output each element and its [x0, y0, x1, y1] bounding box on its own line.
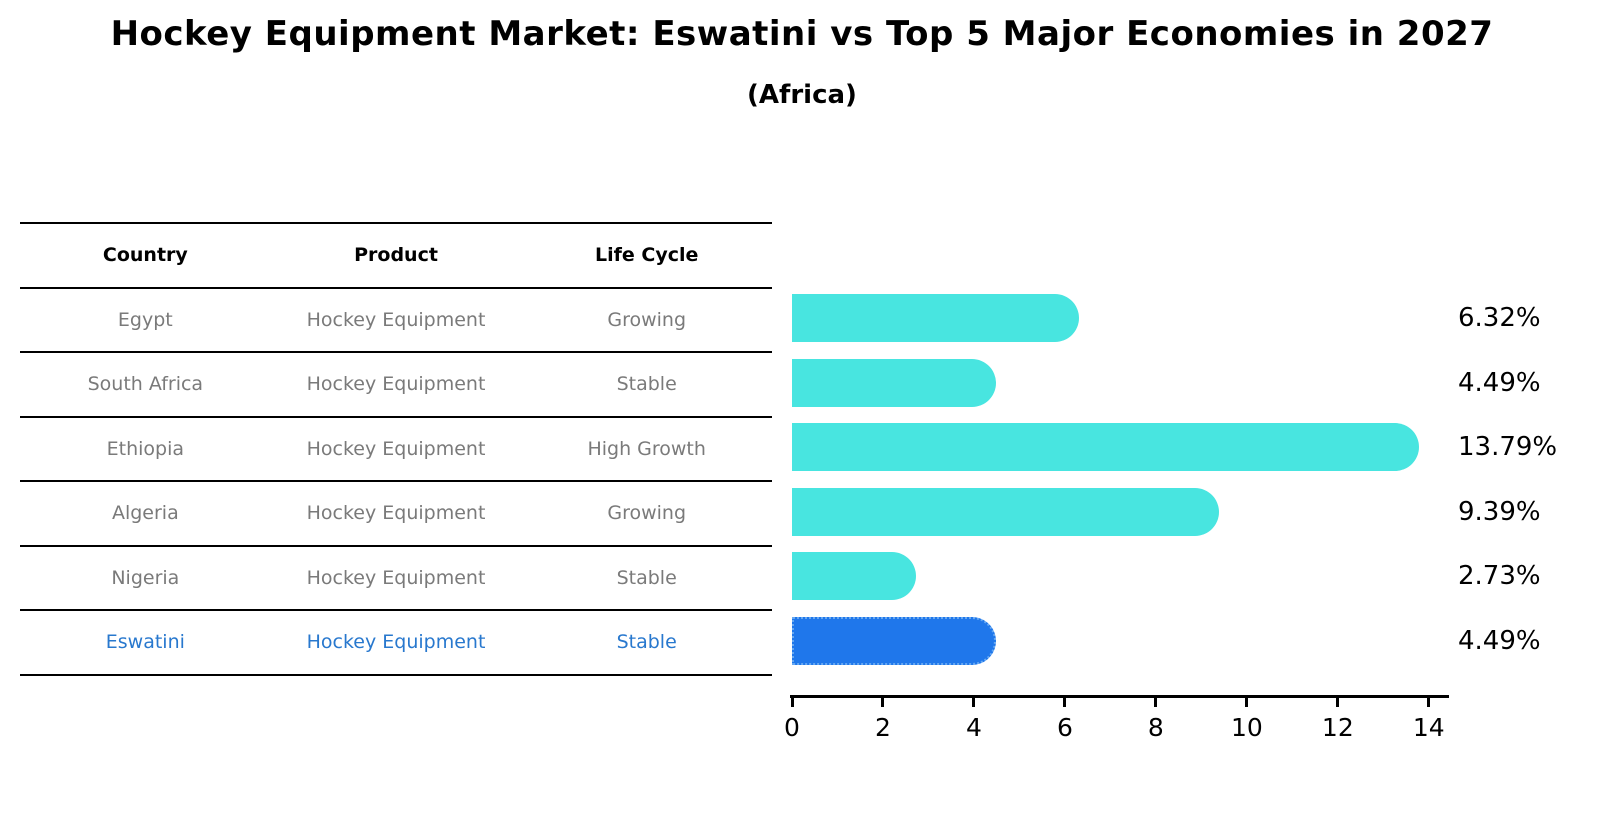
value-label-row: 13.79%: [1458, 415, 1603, 480]
x-tick-label: 14: [1412, 713, 1445, 742]
cell-product: Hockey Equipment: [306, 308, 486, 331]
country-table: Country Product Life Cycle Egypt Hockey …: [20, 222, 772, 676]
bar-value-label: 2.73%: [1458, 561, 1541, 592]
x-tick-mark: [1063, 698, 1067, 707]
x-tick-label: 8: [1147, 713, 1164, 742]
value-label-row: 2.73%: [1458, 544, 1603, 609]
x-tick-mark: [972, 698, 976, 707]
bar-row: [792, 480, 1447, 545]
column-header-country: Country: [102, 244, 188, 267]
column-header-life-cycle: Life Cycle: [594, 244, 699, 267]
x-tick-mark: [1336, 698, 1340, 707]
x-tick-label: 2: [875, 713, 891, 742]
x-tick-mark: [1427, 698, 1431, 707]
table-row: Egypt Hockey Equipment Growing: [20, 289, 772, 353]
bar: [792, 552, 917, 601]
bar: [792, 487, 1220, 536]
cell-country: Nigeria: [111, 566, 180, 589]
cell-life-cycle: Stable: [616, 566, 677, 589]
bar-row: [792, 609, 1447, 674]
x-tick-label: 10: [1230, 713, 1263, 742]
bar-row: [792, 351, 1447, 416]
x-tick-mark: [881, 698, 885, 707]
bar-plot: 0 2 4 6 8 10 12 14: [784, 286, 1449, 742]
value-label-row: 9.39%: [1458, 480, 1603, 545]
bar-value-label: 6.32%: [1458, 303, 1541, 334]
x-tick-label: 12: [1321, 713, 1354, 742]
cell-life-cycle: Stable: [616, 373, 677, 396]
bar-value-label: 9.39%: [1458, 496, 1541, 527]
value-label-row: 6.32%: [1458, 286, 1603, 351]
chart-title: Hockey Equipment Market: Eswatini vs Top…: [110, 14, 1494, 54]
bar-row: [792, 544, 1447, 609]
cell-country: Eswatini: [105, 631, 185, 654]
cell-life-cycle: Growing: [607, 308, 687, 331]
chart-subtitle: (Africa): [747, 80, 857, 110]
table-row: Ethiopia Hockey Equipment High Growth: [20, 418, 772, 482]
x-tick-label: 6: [1056, 713, 1073, 742]
cell-life-cycle: Stable: [616, 631, 677, 654]
bar: [792, 423, 1420, 472]
bar: [792, 294, 1080, 343]
x-tick-label: 0: [784, 713, 800, 742]
cell-product: Hockey Equipment: [306, 373, 486, 396]
table-header-row: Country Product Life Cycle: [20, 224, 772, 289]
x-axis-line: [790, 695, 1449, 698]
bar: [792, 616, 997, 665]
table-row: South Africa Hockey Equipment Stable: [20, 353, 772, 418]
x-tick-mark: [790, 698, 794, 707]
x-tick-label: 4: [965, 713, 982, 742]
value-label-row: 4.49%: [1458, 351, 1603, 416]
table-row: Eswatini Hockey Equipment Stable: [20, 611, 772, 676]
table-row: Nigeria Hockey Equipment Stable: [20, 547, 772, 611]
bar-value-label: 4.49%: [1458, 367, 1541, 398]
cell-life-cycle: High Growth: [587, 437, 706, 460]
x-tick-mark: [1245, 698, 1249, 707]
table-row: Algeria Hockey Equipment Growing: [20, 482, 772, 547]
x-tick-mark: [1154, 698, 1158, 707]
bar: [792, 358, 997, 407]
bar-row: [792, 415, 1447, 480]
column-header-product: Product: [354, 244, 438, 267]
bar-value-label: 13.79%: [1458, 432, 1558, 463]
cell-country: Egypt: [117, 308, 173, 331]
cell-country: Algeria: [111, 502, 179, 525]
cell-product: Hockey Equipment: [306, 437, 486, 460]
cell-product: Hockey Equipment: [306, 631, 486, 654]
cell-country: Ethiopia: [106, 437, 185, 460]
bar-value-label: 4.49%: [1458, 625, 1541, 656]
bar-row: [792, 286, 1447, 351]
value-label-row: 4.49%: [1458, 609, 1603, 674]
cell-life-cycle: Growing: [607, 502, 687, 525]
cell-country: South Africa: [87, 373, 204, 396]
cell-product: Hockey Equipment: [306, 566, 486, 589]
cell-product: Hockey Equipment: [306, 502, 486, 525]
value-labels-column: 6.32% 4.49% 13.79% 9.39% 2.73% 4.49%: [1458, 286, 1603, 673]
x-axis-ticks: 0 2 4 6 8 10 12 14: [784, 698, 1447, 758]
